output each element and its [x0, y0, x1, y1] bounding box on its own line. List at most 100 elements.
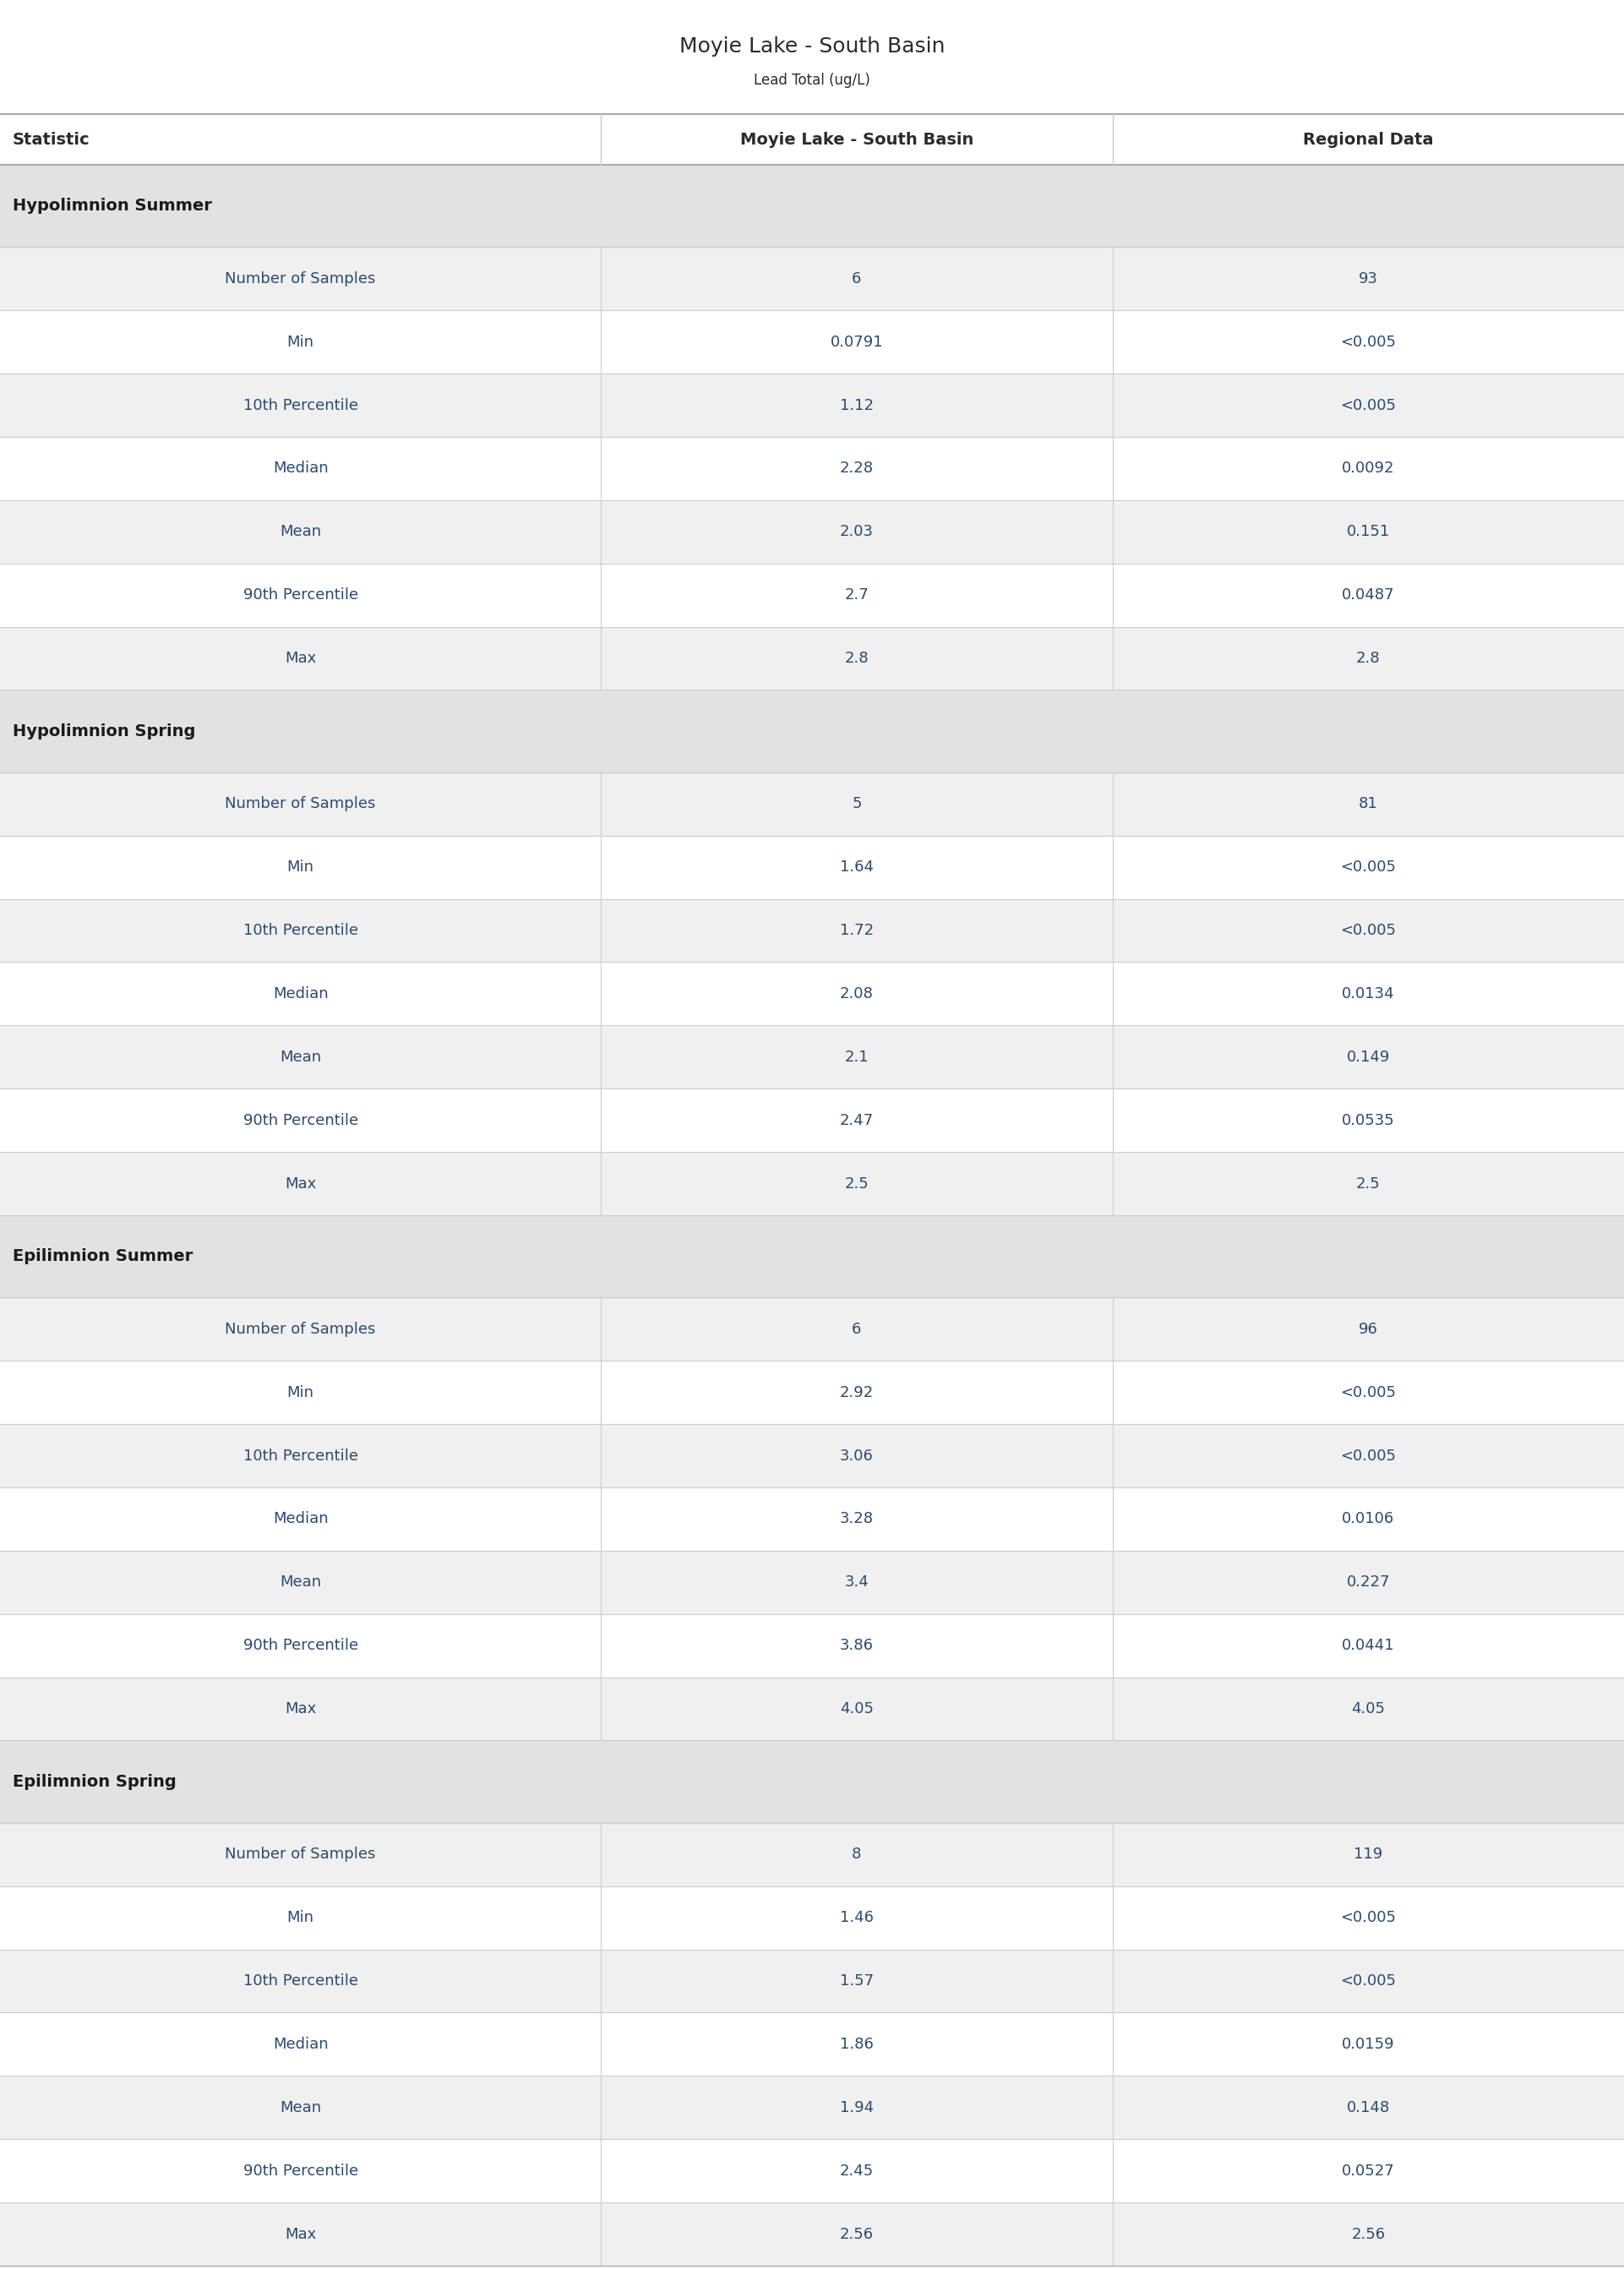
- Text: Max: Max: [284, 1700, 317, 1716]
- Text: 10th Percentile: 10th Percentile: [244, 1448, 357, 1464]
- Bar: [0, 899, 1624, 962]
- Text: Mean: Mean: [279, 1049, 322, 1065]
- Text: 10th Percentile: 10th Percentile: [244, 924, 357, 938]
- Bar: [0, 627, 1624, 690]
- Text: 2.08: 2.08: [840, 985, 874, 1001]
- Text: Mean: Mean: [279, 2100, 322, 2116]
- Text: 0.0527: 0.0527: [1341, 2163, 1395, 2179]
- Bar: [0, 1487, 1624, 1550]
- Text: Hypolimnion Summer: Hypolimnion Summer: [13, 197, 213, 213]
- Text: Epilimnion Summer: Epilimnion Summer: [13, 1249, 193, 1264]
- Text: Epilimnion Spring: Epilimnion Spring: [13, 1773, 177, 1789]
- Text: Hypolimnion Spring: Hypolimnion Spring: [13, 724, 195, 740]
- Bar: [0, 2202, 1624, 2265]
- Text: 2.03: 2.03: [840, 524, 874, 540]
- Text: 0.0092: 0.0092: [1341, 461, 1395, 477]
- Text: 1.86: 1.86: [840, 2036, 874, 2052]
- Text: 90th Percentile: 90th Percentile: [244, 2163, 357, 2179]
- Bar: [0, 1741, 1624, 1823]
- Text: 90th Percentile: 90th Percentile: [244, 1639, 357, 1653]
- Text: 6: 6: [853, 1321, 861, 1337]
- Text: 3.28: 3.28: [840, 1512, 874, 1528]
- Text: 0.0441: 0.0441: [1341, 1639, 1395, 1653]
- Text: 0.227: 0.227: [1346, 1575, 1390, 1589]
- Text: 119: 119: [1354, 1848, 1382, 1861]
- Text: 0.0791: 0.0791: [830, 334, 883, 350]
- Bar: [0, 499, 1624, 563]
- Text: Moyie Lake - South Basin: Moyie Lake - South Basin: [679, 36, 945, 57]
- Text: <0.005: <0.005: [1340, 1385, 1397, 1401]
- Text: 1.72: 1.72: [840, 924, 874, 938]
- Bar: [0, 772, 1624, 835]
- Text: 3.86: 3.86: [840, 1639, 874, 1653]
- Bar: [0, 1886, 1624, 1950]
- Text: Min: Min: [287, 860, 313, 874]
- Text: 1.64: 1.64: [840, 860, 874, 874]
- Text: 93: 93: [1359, 270, 1377, 286]
- Text: 2.92: 2.92: [840, 1385, 874, 1401]
- Text: 2.1: 2.1: [844, 1049, 869, 1065]
- Text: 2.56: 2.56: [1351, 2227, 1385, 2243]
- Text: Lead Total (ug/L): Lead Total (ug/L): [754, 73, 870, 89]
- Text: <0.005: <0.005: [1340, 860, 1397, 874]
- Text: 90th Percentile: 90th Percentile: [244, 588, 357, 604]
- Text: 6: 6: [853, 270, 861, 286]
- Text: 2.8: 2.8: [1356, 651, 1380, 665]
- Text: Min: Min: [287, 334, 313, 350]
- Bar: [0, 690, 1624, 772]
- Text: <0.005: <0.005: [1340, 924, 1397, 938]
- Text: 1.46: 1.46: [840, 1909, 874, 1925]
- Text: Number of Samples: Number of Samples: [226, 797, 375, 813]
- Text: 4.05: 4.05: [840, 1700, 874, 1716]
- Text: 3.06: 3.06: [840, 1448, 874, 1464]
- Text: 90th Percentile: 90th Percentile: [244, 1112, 357, 1128]
- Text: <0.005: <0.005: [1340, 397, 1397, 413]
- Text: Number of Samples: Number of Samples: [226, 270, 375, 286]
- Text: 0.149: 0.149: [1346, 1049, 1390, 1065]
- Text: 2.5: 2.5: [844, 1176, 869, 1192]
- Bar: [0, 2013, 1624, 2077]
- Bar: [0, 436, 1624, 499]
- Text: Median: Median: [273, 461, 328, 477]
- Text: 81: 81: [1359, 797, 1377, 813]
- Bar: [0, 247, 1624, 311]
- Text: Number of Samples: Number of Samples: [226, 1848, 375, 1861]
- Text: 0.0134: 0.0134: [1341, 985, 1395, 1001]
- Bar: [0, 1298, 1624, 1360]
- Text: 1.94: 1.94: [840, 2100, 874, 2116]
- Text: 1.12: 1.12: [840, 397, 874, 413]
- Text: Min: Min: [287, 1909, 313, 1925]
- Text: Mean: Mean: [279, 1575, 322, 1589]
- Bar: [0, 962, 1624, 1026]
- Bar: [0, 1614, 1624, 1678]
- Text: 2.56: 2.56: [840, 2227, 874, 2243]
- Text: 8: 8: [853, 1848, 861, 1861]
- Text: Moyie Lake - South Basin: Moyie Lake - South Basin: [741, 132, 973, 148]
- Bar: [0, 1550, 1624, 1614]
- Text: 3.4: 3.4: [844, 1575, 869, 1589]
- Text: 0.148: 0.148: [1346, 2100, 1390, 2116]
- Text: Statistic: Statistic: [13, 132, 89, 148]
- Bar: [0, 1026, 1624, 1090]
- Text: Min: Min: [287, 1385, 313, 1401]
- Text: 2.28: 2.28: [840, 461, 874, 477]
- Text: 4.05: 4.05: [1351, 1700, 1385, 1716]
- Text: Median: Median: [273, 2036, 328, 2052]
- Text: Max: Max: [284, 651, 317, 665]
- Bar: [0, 1090, 1624, 1151]
- Bar: [0, 375, 1624, 436]
- Text: 10th Percentile: 10th Percentile: [244, 1973, 357, 1989]
- Bar: [0, 1678, 1624, 1741]
- Text: Median: Median: [273, 985, 328, 1001]
- Text: Regional Data: Regional Data: [1302, 132, 1434, 148]
- Text: Median: Median: [273, 1512, 328, 1528]
- Bar: [0, 1151, 1624, 1214]
- Text: 2.8: 2.8: [844, 651, 869, 665]
- Text: 2.7: 2.7: [844, 588, 869, 604]
- Text: <0.005: <0.005: [1340, 1448, 1397, 1464]
- Bar: [0, 1823, 1624, 1886]
- Text: 1.57: 1.57: [840, 1973, 874, 1989]
- Text: 0.0159: 0.0159: [1341, 2036, 1395, 2052]
- Bar: [0, 1423, 1624, 1487]
- Bar: [0, 835, 1624, 899]
